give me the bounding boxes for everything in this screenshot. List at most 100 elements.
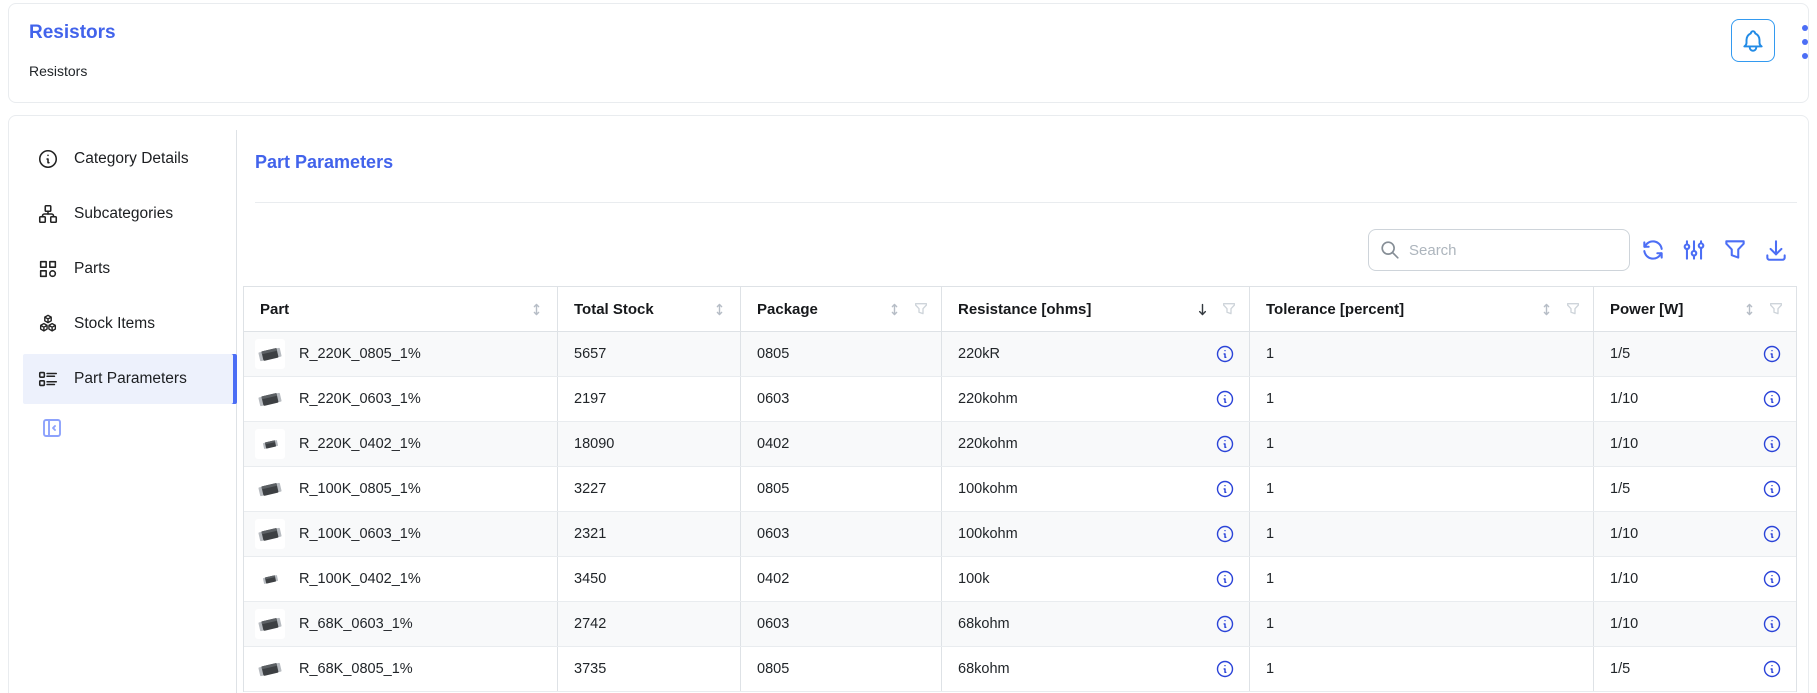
part-thumbnail [255, 339, 285, 369]
column-header-resistance[interactable]: Resistance [ohms] [942, 287, 1250, 331]
resistance-value: 100k [958, 571, 990, 587]
resistance-cell: 68kohm [942, 647, 1250, 691]
info-button[interactable] [1762, 434, 1782, 454]
part-cell[interactable]: R_100K_0805_1% [244, 467, 558, 511]
resistance-value: 220kohm [958, 391, 1018, 407]
info-button[interactable] [1215, 389, 1235, 409]
info-button[interactable] [1762, 659, 1782, 679]
column-filter-icon[interactable] [913, 301, 929, 317]
info-button[interactable] [1215, 569, 1235, 589]
table-row[interactable]: R_68K_0603_1% 2742 0603 68kohm 1 1/10 [244, 602, 1796, 647]
notification-button[interactable] [1731, 19, 1775, 62]
column-header-tolerance[interactable]: Tolerance [percent] [1250, 287, 1594, 331]
tolerance-cell: 1 [1250, 512, 1594, 556]
info-button[interactable] [1215, 344, 1235, 364]
column-filter-icon[interactable] [1768, 301, 1784, 317]
table-options-button[interactable] [1681, 237, 1707, 263]
resistance-value: 68kohm [958, 616, 1010, 632]
power-cell: 1/5 [1594, 332, 1796, 376]
column-header-power[interactable]: Power [W] [1594, 287, 1796, 331]
package-cell: 0805 [741, 332, 942, 376]
part-cell[interactable]: R_220K_0402_1% [244, 422, 558, 466]
info-button[interactable] [1215, 659, 1235, 679]
sidebar-item-parts[interactable]: Parts [23, 244, 237, 294]
table-toolbar [1640, 237, 1789, 263]
tolerance-cell: 1 [1250, 377, 1594, 421]
column-header-package[interactable]: Package [741, 287, 942, 331]
info-button[interactable] [1215, 479, 1235, 499]
packages-icon [37, 313, 59, 335]
part-cell[interactable]: R_68K_0805_1% [244, 647, 558, 691]
info-button[interactable] [1215, 524, 1235, 544]
table-row[interactable]: R_220K_0805_1% 5657 0805 220kR 1 1/5 [244, 332, 1796, 377]
power-value: 1/10 [1610, 571, 1639, 587]
total-stock-cell: 2742 [558, 602, 741, 646]
filter-button[interactable] [1722, 237, 1748, 263]
overflow-menu-button[interactable] [1798, 25, 1812, 59]
tolerance-cell: 1 [1250, 332, 1594, 376]
breadcrumb[interactable]: Resistors [29, 63, 88, 79]
power-value: 1/10 [1610, 391, 1639, 407]
part-cell[interactable]: R_220K_0603_1% [244, 377, 558, 421]
resistance-cell: 68kohm [942, 602, 1250, 646]
power-value: 1/10 [1610, 526, 1639, 542]
info-button[interactable] [1215, 434, 1235, 454]
tolerance-cell: 1 [1250, 467, 1594, 511]
search-input[interactable] [1409, 241, 1619, 259]
sidebar-item-label: Stock Items [74, 315, 155, 332]
column-header-part[interactable]: Part [244, 287, 558, 331]
column-filter-icon[interactable] [1221, 301, 1237, 317]
table-row[interactable]: R_100K_0402_1% 3450 0402 100k 1 1/10 [244, 557, 1796, 602]
table-row[interactable]: R_68K_0805_1% 3735 0805 68kohm 1 1/5 [244, 647, 1796, 692]
table-row[interactable]: R_100K_0603_1% 2321 0603 100kohm 1 1/10 [244, 512, 1796, 557]
info-button[interactable] [1762, 614, 1782, 634]
resistance-value: 220kR [958, 346, 1000, 362]
info-button[interactable] [1762, 479, 1782, 499]
sidebar-item-label: Category Details [74, 150, 189, 167]
page-heading: Part Parameters [255, 152, 394, 172]
sidebar-collapse-button[interactable] [40, 416, 64, 440]
table-row[interactable]: R_100K_0805_1% 3227 0805 100kohm 1 1/5 [244, 467, 1796, 512]
info-button[interactable] [1762, 344, 1782, 364]
part-name: R_68K_0603_1% [299, 616, 413, 632]
tolerance-cell: 1 [1250, 422, 1594, 466]
total-stock-cell: 3450 [558, 557, 741, 601]
info-button[interactable] [1762, 524, 1782, 544]
sidebar-item-label: Parts [74, 260, 111, 277]
sidebar-item-subcategories[interactable]: Subcategories [23, 189, 237, 239]
info-button[interactable] [1762, 389, 1782, 409]
part-cell[interactable]: R_100K_0603_1% [244, 512, 558, 556]
power-cell: 1/10 [1594, 512, 1796, 556]
sidebar-item-part-parameters[interactable]: Part Parameters [23, 354, 237, 404]
download-button[interactable] [1763, 237, 1789, 263]
package-cell: 0805 [741, 647, 942, 691]
part-cell[interactable]: R_220K_0805_1% [244, 332, 558, 376]
sidebar-item-category-details[interactable]: Category Details [23, 134, 237, 184]
part-name: R_220K_0805_1% [299, 346, 421, 362]
part-name: R_220K_0402_1% [299, 436, 421, 452]
table-row[interactable]: R_220K_0603_1% 2197 0603 220kohm 1 1/10 [244, 377, 1796, 422]
sort-icon[interactable] [886, 301, 903, 318]
sort-icon[interactable] [711, 301, 728, 318]
part-name: R_100K_0805_1% [299, 481, 421, 497]
column-filter-icon[interactable] [1565, 301, 1581, 317]
sort-desc-icon[interactable] [1194, 301, 1211, 318]
info-button[interactable] [1762, 569, 1782, 589]
tolerance-cell: 1 [1250, 602, 1594, 646]
refresh-button[interactable] [1640, 237, 1666, 263]
total-stock-cell: 2197 [558, 377, 741, 421]
power-cell: 1/10 [1594, 422, 1796, 466]
part-cell[interactable]: R_100K_0402_1% [244, 557, 558, 601]
total-stock-cell: 2321 [558, 512, 741, 556]
sort-icon[interactable] [1538, 301, 1555, 318]
table-row[interactable]: R_220K_0402_1% 18090 0402 220kohm 1 1/10 [244, 422, 1796, 467]
list-details-icon [37, 368, 59, 390]
part-cell[interactable]: R_68K_0603_1% [244, 602, 558, 646]
sort-icon[interactable] [528, 301, 545, 318]
sidebar-item-stock-items[interactable]: Stock Items [23, 299, 237, 349]
sort-icon[interactable] [1741, 301, 1758, 318]
info-button[interactable] [1215, 614, 1235, 634]
package-cell: 0603 [741, 377, 942, 421]
package-cell: 0402 [741, 557, 942, 601]
column-header-total-stock[interactable]: Total Stock [558, 287, 741, 331]
